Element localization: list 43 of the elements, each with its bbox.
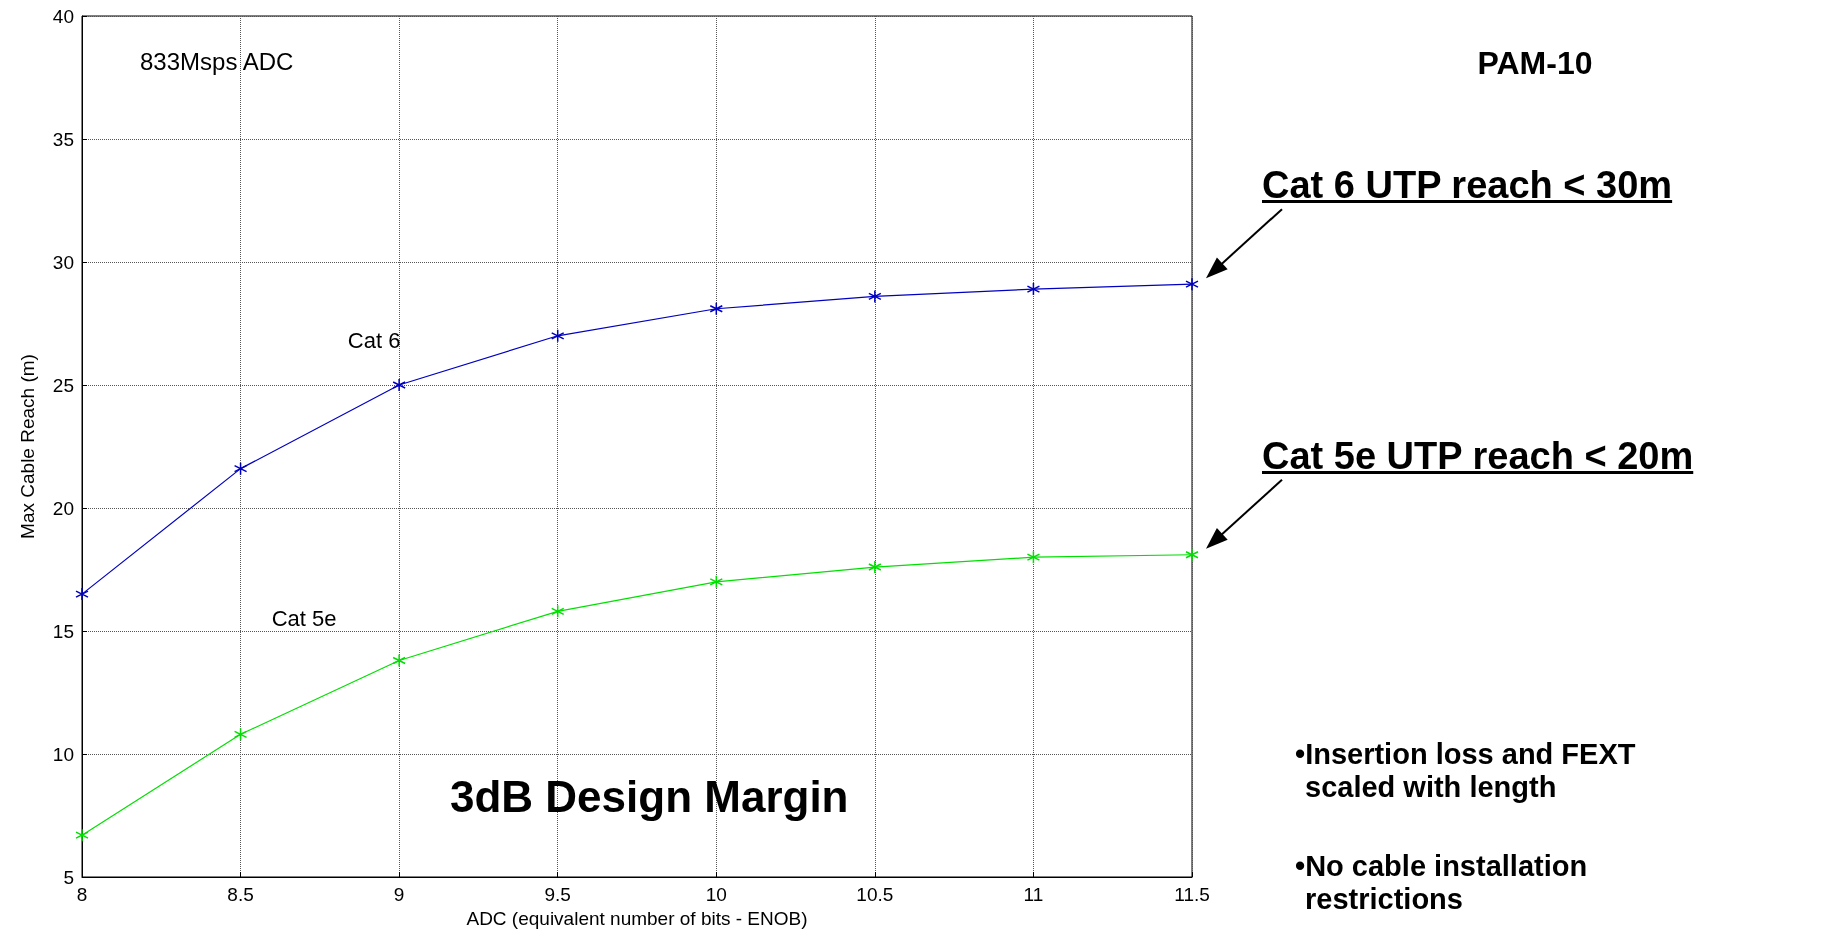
point (868, 560, 882, 574)
point (709, 301, 724, 316)
x-tick-label: 11.5 (1174, 884, 1210, 905)
text: PAM-10 (1477, 45, 1593, 82)
point (392, 378, 406, 392)
x-tick-label: 9.5 (544, 884, 571, 905)
x-tick-label: 10.5 (856, 884, 894, 905)
point (709, 575, 724, 589)
text: •No cable installation restrictions (1295, 850, 1589, 916)
series-label: Cat 6 (347, 327, 401, 353)
point (550, 604, 565, 619)
point (75, 587, 89, 601)
x-tick-label: 8 (76, 884, 88, 905)
annotation: 833Msps ADC (140, 48, 294, 76)
x-tick-label: 10 (705, 884, 727, 905)
point (233, 727, 248, 742)
point (1185, 547, 1199, 562)
y-tick-label: 15 (52, 620, 74, 642)
annotation: Cat 6 UTP reach < 30m (1262, 164, 1673, 208)
point (1185, 277, 1199, 291)
y-axis-title: Max Cable Reach (m) (17, 354, 38, 539)
point (392, 653, 406, 668)
y-tick-label: 30 (52, 251, 74, 273)
point (75, 828, 89, 842)
y-tick-label: 20 (52, 497, 74, 519)
annotation: 3dB Design Margin (450, 772, 849, 822)
y-tick-label: 5 (63, 866, 74, 888)
y-tick-label: 25 (52, 374, 74, 396)
annotation: Cat 5e UTP reach < 20m (1262, 434, 1694, 478)
x-tick-label: 9 (393, 884, 405, 905)
x-axis-title: ADC (equivalent number of bits - ENOB) (466, 907, 808, 929)
y-tick-label: 40 (52, 5, 74, 27)
point (1026, 550, 1041, 564)
y-tick-label: 35 (52, 128, 74, 150)
text: •Insertion loss and FEXT scaled with length (1295, 738, 1637, 804)
y-tick-label: 10 (52, 743, 74, 765)
point (550, 329, 565, 343)
x-tick-label: 8.5 (227, 884, 254, 905)
text: Cat 5e (271, 606, 337, 632)
x-tick-label: 11 (1023, 884, 1044, 905)
point (1026, 282, 1041, 296)
point (868, 289, 882, 304)
point (233, 461, 248, 476)
